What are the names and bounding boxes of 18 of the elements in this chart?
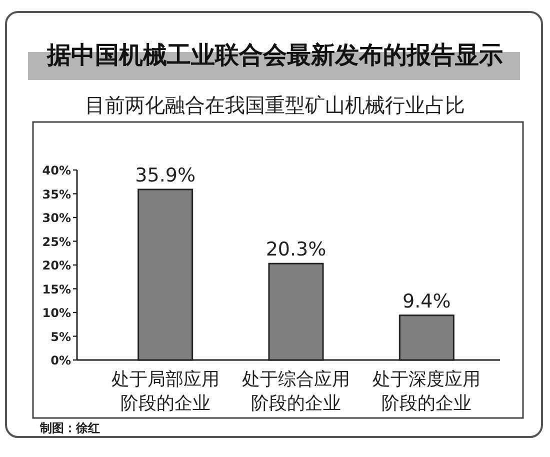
y-tick-label: 40% [42,164,71,178]
y-tick-label: 25% [42,234,71,249]
chart-subtitle: 目前两化融合在我国重型矿山机械行业占比 [85,93,465,117]
x-tick-label: 处于深度应用阶段的企业 [372,369,481,414]
x-tick-label: 处于局部应用阶段的企业 [111,369,220,414]
chart-title: 据中国机械工业联合会最新发布的报告显示 [46,41,503,69]
data-label: 20.3% [266,238,326,261]
y-tick-label: 0% [50,354,71,368]
x-tick-label: 处于综合应用阶段的企业 [242,369,350,414]
text: 制图：徐红 [39,421,100,435]
data-label: 9.4% [402,290,451,312]
y-tick-label: 10% [42,306,71,320]
y-tick-label: 15% [42,282,71,296]
y-tick-label: 20% [42,258,71,272]
y-tick-label: 30% [42,211,71,225]
y-tick-label: 35% [42,187,71,202]
data-label: 35.9% [135,164,196,186]
y-tick-label: 5% [50,330,71,344]
